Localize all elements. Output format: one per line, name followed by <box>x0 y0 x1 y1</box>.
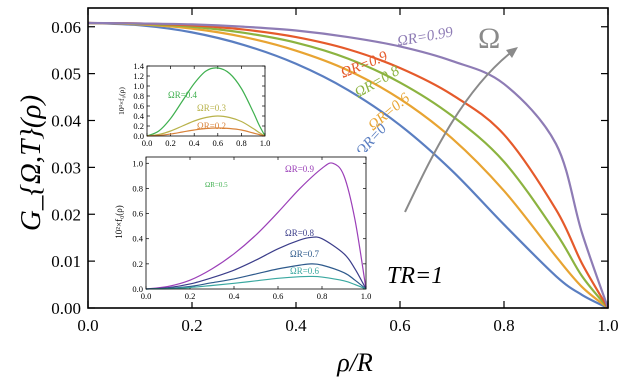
y-tick-label: 0.01 <box>51 252 81 271</box>
x-tick-label: 0.0 <box>141 291 152 301</box>
x-tick-label: 1.0 <box>260 138 271 148</box>
x-tick-label: 0.8 <box>493 316 514 335</box>
tr-annotation: TR=1 <box>387 263 443 289</box>
x-tick-label: 0.6 <box>389 316 410 335</box>
inset-top-y-axis-label: 10³×f₀(ρ) <box>117 87 126 115</box>
series-label-3: ΩR=0.6 <box>290 266 320 276</box>
y-tick-label: 0.03 <box>51 158 81 177</box>
y-tick-label: 0.04 <box>51 112 81 131</box>
x-axis-label: ρ/R <box>336 348 373 377</box>
y-tick-label: 0.06 <box>51 18 81 37</box>
x-tick-label: 0.4 <box>189 138 200 148</box>
y-tick-label: 0.2 <box>133 121 144 131</box>
x-tick-label: 0.6 <box>212 138 223 148</box>
main-plot-frame <box>87 7 609 309</box>
y-tick-label: 0.00 <box>51 299 81 318</box>
omega-arrowhead <box>506 47 518 58</box>
y-tick-label: 0.2 <box>132 259 143 269</box>
x-tick-label: 1.0 <box>597 316 618 335</box>
main-y-tick-labels: 0.00 0.01 0.02 0.03 0.04 0.05 0.06 <box>51 18 81 318</box>
omega-arrow <box>404 49 515 213</box>
x-tick-label: 0.6 <box>273 291 284 301</box>
inset-bottom-background <box>113 152 371 302</box>
series-line-1 <box>146 115 266 137</box>
y-tick-label: 0.6 <box>132 209 143 219</box>
x-tick-label: 0.8 <box>236 138 247 148</box>
inset-top-frame <box>146 65 266 137</box>
inset-bottom-frame <box>145 156 367 290</box>
inset-top-series <box>146 67 266 137</box>
series-line-1 <box>87 21 609 309</box>
inset-top-curve-labels: ΩR=0.4 ΩR=0.3 ΩR=0.2 <box>168 90 227 131</box>
inset-top-background <box>117 62 270 150</box>
x-tick-label: 0.8 <box>317 291 328 301</box>
inset-bottom-series <box>145 162 367 290</box>
main-x-tick-labels: 0.0 0.2 0.4 0.6 0.8 1.0 <box>77 316 618 335</box>
x-tick-label: 0.2 <box>185 291 196 301</box>
inset-bottom-y-tick-labels: 0.0 0.2 0.4 0.6 0.8 1.0 <box>132 158 143 294</box>
series-line-3 <box>145 275 367 290</box>
x-tick-label: 0.4 <box>285 316 307 335</box>
inset-top-y-tick-labels: 0.00.20.40.60.81.01.21.4 <box>133 61 144 141</box>
series-label-1: ΩR=0.8 <box>285 228 315 238</box>
y-tick-label: 0.4 <box>133 111 144 121</box>
inset-bottom-annotation-omega-05: ΩR=0.5 <box>205 181 228 189</box>
y-tick-label: 0.6 <box>133 101 144 111</box>
y-tick-label: 1.2 <box>133 71 144 81</box>
series-label-2: ΩR=0.2 <box>197 121 226 131</box>
series-line-2 <box>146 127 266 137</box>
x-tick-label: 0.0 <box>77 316 98 335</box>
main-series <box>87 21 610 309</box>
series-label-0: ΩR=0.4 <box>168 90 198 100</box>
omega-annotation: Ω <box>478 22 500 55</box>
y-tick-label: 0.0 <box>133 131 144 141</box>
series-label-1: ΩR=0.6 <box>365 90 413 134</box>
inset-bottom-curve-labels: ΩR=0.9 ΩR=0.8 ΩR=0.7 ΩR=0.6 <box>285 164 320 276</box>
x-tick-label: 0.2 <box>181 316 202 335</box>
x-tick-label: 1.0 <box>361 291 372 301</box>
series-line-2 <box>87 21 609 309</box>
series-line-0 <box>87 21 609 309</box>
series-label-1: ΩR=0.3 <box>197 103 227 113</box>
y-tick-label: 0.8 <box>132 183 143 193</box>
inset-chart-top: 0.0 0.2 0.4 0.6 0.8 1.0 0.00.20.40.60.81.01.2… <box>117 61 270 150</box>
series-label-4: ΩR=0.99 <box>396 24 455 50</box>
series-line-0 <box>145 162 367 290</box>
x-tick-label: 0.4 <box>229 291 240 301</box>
y-tick-label: 1.0 <box>133 81 144 91</box>
x-tick-label: 0.0 <box>142 138 153 148</box>
series-line-4 <box>87 21 610 309</box>
series-label-2: ΩR=0.7 <box>290 249 320 259</box>
y-axis-label: G_{Ω,T}(ρ) <box>15 95 47 231</box>
y-tick-label: 0.0 <box>132 284 143 294</box>
inset-bottom-x-tick-labels: 0.0 0.2 0.4 0.6 0.8 1.0 <box>141 291 372 301</box>
series-line-0 <box>146 67 266 137</box>
series-line-2 <box>145 263 367 290</box>
inset-top-x-tick-labels: 0.0 0.2 0.4 0.6 0.8 1.0 <box>142 138 271 148</box>
inset-chart-bottom: 0.0 0.2 0.4 0.6 0.8 1.0 0.0 0.2 0.4 0.6 0.8 1.0 10… <box>113 152 371 302</box>
y-tick-label: 0.8 <box>133 91 144 101</box>
y-tick-label: 1.0 <box>132 158 143 168</box>
series-label-0: ΩR=0.9 <box>285 164 315 174</box>
y-tick-label: 0.4 <box>132 234 143 244</box>
y-tick-label: 0.02 <box>51 205 81 224</box>
inset-bottom-y-axis-label: 10²×f₀(ρ) <box>114 205 124 238</box>
series-line-1 <box>145 236 367 290</box>
y-tick-label: 1.4 <box>133 61 144 71</box>
y-tick-label: 0.05 <box>51 65 81 84</box>
x-tick-label: 0.2 <box>165 138 176 148</box>
